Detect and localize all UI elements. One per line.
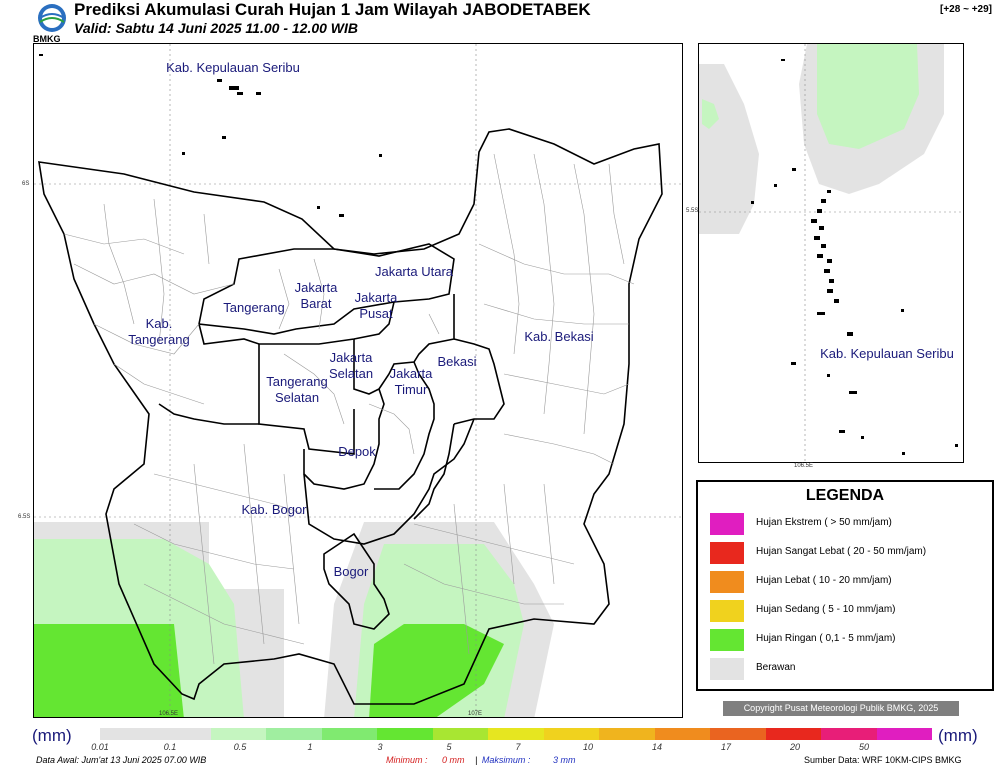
label-jakarta-timur: Jakarta Timur [389, 366, 433, 397]
label-depok: Depok [338, 444, 376, 459]
label-tangerang-selatan: Tangerang Selatan [266, 374, 328, 405]
scale-segment [377, 728, 433, 740]
label-kepulauan-seribu: Kab. Kepulauan Seribu [166, 60, 300, 75]
copyright-badge: Copyright Pusat Meteorologi Publik BMKG,… [723, 701, 959, 716]
legend-label: Hujan Lebat ( 10 - 20 mm/jam) [756, 575, 892, 586]
grid-label-main-lat-top: 6S [22, 181, 30, 187]
inset-map: Kab. Kepulauan Seribu 106.5E [698, 43, 964, 463]
scale-segment [543, 728, 600, 740]
legend-item-sangat-lebat: Hujan Sangat Lebat ( 20 - 50 mm/jam) [710, 542, 990, 564]
scale-segment [321, 728, 378, 740]
inset-grid-label-lon-bottom: 106.5E [794, 463, 814, 469]
label-bogor: Bogor [333, 564, 369, 579]
label-jakarta-utara: Jakarta Utara [374, 264, 454, 279]
legend-label: Hujan Ringan ( 0,1 - 5 mm/jam) [756, 633, 896, 644]
label-bekasi: Bekasi [437, 354, 477, 369]
maksimum-value: 3 mm [552, 755, 576, 765]
legend-item-berawan: Berawan [710, 658, 990, 680]
minimum-value: 0 mm [442, 755, 465, 765]
legend-swatch [710, 600, 744, 622]
sumber-data: Sumber Data: WRF 10KM-CIPS BMKG [804, 755, 962, 765]
scale-tick: 1 [307, 742, 313, 752]
scale-tick: 10 [582, 742, 594, 752]
legend-label: Hujan Sangat Lebat ( 20 - 50 mm/jam) [756, 546, 927, 557]
scale-tick: 7 [515, 742, 521, 752]
legend-swatch [710, 513, 744, 535]
grid-label-main-lat-bottom: 6.5S [18, 514, 31, 520]
label-jakarta-selatan: Jakarta Selatan [328, 350, 374, 381]
bmkg-logo [38, 4, 66, 32]
legend-swatch [710, 571, 744, 593]
main-map: Kab. Kepulauan Seribu Jakarta Utara Jaka… [33, 43, 683, 718]
min-max-summary: Minimum : 0 mm | Maksimum : 3 mm [386, 755, 575, 765]
separator: | [475, 755, 478, 765]
scale-tick: 20 [789, 742, 801, 752]
inset-label-kepulauan-seribu: Kab. Kepulauan Seribu [820, 346, 954, 361]
forecast-range: [+28 ~ +29] [940, 4, 992, 15]
scale-tick: 0.1 [163, 742, 177, 752]
valid-time: Valid: Sabtu 14 Juni 2025 11.00 - 12.00 … [74, 20, 359, 36]
scale-tick: 3 [377, 742, 383, 752]
rain-field [34, 522, 554, 717]
legend-item-ekstrem: Hujan Ekstrem ( > 50 mm/jam) [710, 513, 990, 535]
scale-segment [100, 728, 156, 740]
label-jakarta-pusat: Jakarta Pusat [354, 290, 398, 321]
islands [39, 54, 382, 217]
label-tangerang: Tangerang [223, 300, 285, 315]
legend-item-ringan: Hujan Ringan ( 0,1 - 5 mm/jam) [710, 629, 990, 651]
legend-swatch [710, 658, 744, 680]
legend-label: Hujan Sedang ( 5 - 10 mm/jam) [756, 604, 896, 615]
scale-segment [710, 728, 766, 740]
minimum-label: Minimum : [386, 755, 428, 765]
grid-label-lon-left: 106.5E [159, 711, 179, 717]
legend-label: Berawan [756, 662, 796, 673]
main-map-canvas [34, 44, 682, 717]
scale-tick: 0.01 [91, 742, 109, 752]
scale-segment [876, 728, 933, 740]
legend-item-sedang: Hujan Sedang ( 5 - 10 mm/jam) [710, 600, 990, 622]
map-title: Prediksi Akumulasi Curah Hujan 1 Jam Wil… [74, 0, 591, 19]
city-boundaries [158, 243, 505, 630]
maksimum-label: Maksimum : [481, 755, 531, 765]
inset-map-canvas [699, 44, 963, 462]
scale-segment [266, 728, 322, 740]
legend-title: LEGENDA [805, 487, 885, 504]
scale-tick: 17 [720, 742, 732, 752]
scale-segment [599, 728, 655, 740]
legend-swatch [710, 629, 744, 651]
subdistrict-boundaries [63, 153, 635, 665]
label-kab-tangerang: Kab. Tangerang [128, 316, 190, 347]
label-kab-bogor: Kab. Bogor [241, 502, 307, 517]
scale-unit-left: (mm) [32, 726, 72, 745]
coastline [38, 128, 663, 705]
legend-box: LEGENDA Hujan Ekstrem ( > 50 mm/jam) Huj… [696, 480, 994, 691]
legend-item-lebat: Hujan Lebat ( 10 - 20 mm/jam) [710, 571, 990, 593]
scale-segment [821, 728, 877, 740]
color-scale-bar [100, 728, 933, 740]
inset-grid-label-lat: 5.5S [686, 208, 699, 214]
legend-swatch [710, 542, 744, 564]
scale-segment [155, 728, 211, 740]
scale-segment [654, 728, 711, 740]
inset-islands [751, 59, 958, 455]
scale-unit-right: (mm) [938, 726, 978, 745]
scale-tick: 5 [446, 742, 452, 752]
scale-tick: 50 [858, 742, 870, 752]
scale-segment [432, 728, 489, 740]
scale-segment [765, 728, 822, 740]
grid-lines [34, 44, 682, 717]
label-kab-bekasi: Kab. Bekasi [524, 329, 594, 344]
scale-segment [210, 728, 267, 740]
label-jakarta-barat: Jakarta Barat [294, 280, 338, 311]
scale-tick: 14 [651, 742, 663, 752]
logo-text: BMKG [33, 34, 61, 44]
legend-label: Hujan Ekstrem ( > 50 mm/jam) [756, 517, 892, 528]
grid-label-lon-right: 107E [468, 711, 483, 717]
scale-tick: 0.5 [233, 742, 247, 752]
data-awal: Data Awal: Jum'at 13 Juni 2025 07.00 WIB [36, 755, 207, 765]
scale-segment [488, 728, 544, 740]
